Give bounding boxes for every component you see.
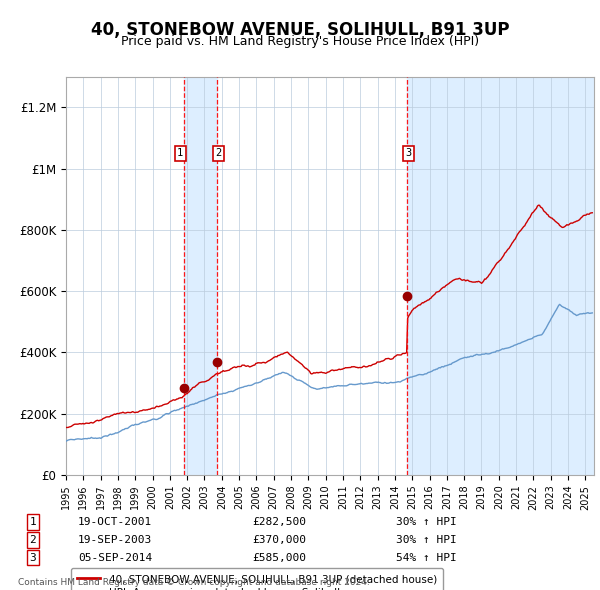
Text: 19-SEP-2003: 19-SEP-2003 — [78, 535, 152, 545]
Bar — [184, 77, 217, 475]
Text: £370,000: £370,000 — [252, 535, 306, 545]
Text: 54% ↑ HPI: 54% ↑ HPI — [396, 553, 457, 562]
Text: 3: 3 — [29, 553, 37, 562]
Text: 1: 1 — [177, 148, 184, 158]
Text: 05-SEP-2014: 05-SEP-2014 — [78, 553, 152, 562]
Text: Price paid vs. HM Land Registry's House Price Index (HPI): Price paid vs. HM Land Registry's House … — [121, 35, 479, 48]
Text: 40, STONEBOW AVENUE, SOLIHULL, B91 3UP: 40, STONEBOW AVENUE, SOLIHULL, B91 3UP — [91, 21, 509, 39]
Text: 1: 1 — [29, 517, 37, 527]
Bar — [407, 77, 594, 475]
Text: Contains HM Land Registry data © Crown copyright and database right 2024.: Contains HM Land Registry data © Crown c… — [18, 578, 370, 587]
Text: 3: 3 — [405, 148, 412, 158]
Text: £282,500: £282,500 — [252, 517, 306, 527]
Text: £585,000: £585,000 — [252, 553, 306, 562]
Text: 30% ↑ HPI: 30% ↑ HPI — [396, 517, 457, 527]
Legend: 40, STONEBOW AVENUE, SOLIHULL, B91 3UP (detached house), HPI: Average price, det: 40, STONEBOW AVENUE, SOLIHULL, B91 3UP (… — [71, 568, 443, 590]
Text: 2: 2 — [215, 148, 222, 158]
Text: 30% ↑ HPI: 30% ↑ HPI — [396, 535, 457, 545]
Text: 2: 2 — [29, 535, 37, 545]
Text: 19-OCT-2001: 19-OCT-2001 — [78, 517, 152, 527]
